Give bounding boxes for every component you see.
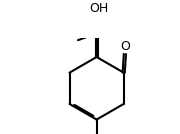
Text: OH: OH [89, 2, 109, 15]
Text: O: O [120, 40, 130, 53]
